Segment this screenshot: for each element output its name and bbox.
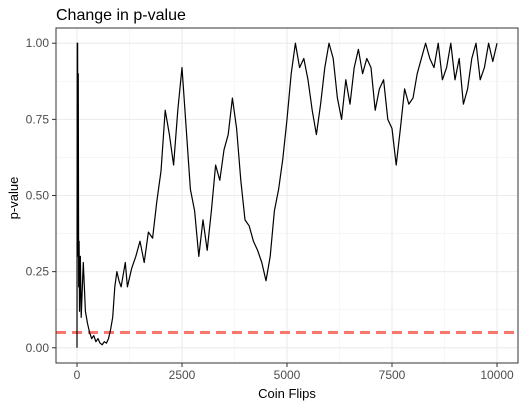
plot-area: 0 2500 5000 7500 10000 0.00 0.25 0.50 0.75 1.00 [26,27,519,382]
x-tick-label: 5000 [274,368,301,382]
x-tick-label: 7500 [379,368,406,382]
x-axis-label: Coin Flips [258,386,316,401]
y-axis-label: p-value [6,177,21,220]
x-tick-label: 0 [74,368,81,382]
x-tick-label: 10000 [480,368,514,382]
y-tick-label: 0.50 [26,189,50,203]
y-tick-label: 1.00 [26,36,50,50]
series-line-0 [76,42,498,348]
y-tick-label: 0.75 [26,112,50,126]
x-tick-label: 2500 [169,368,196,382]
y-tick-label: 0.25 [26,265,50,279]
chart-title: Change in p-value [56,7,186,24]
y-tick-label: 0.00 [26,341,50,355]
